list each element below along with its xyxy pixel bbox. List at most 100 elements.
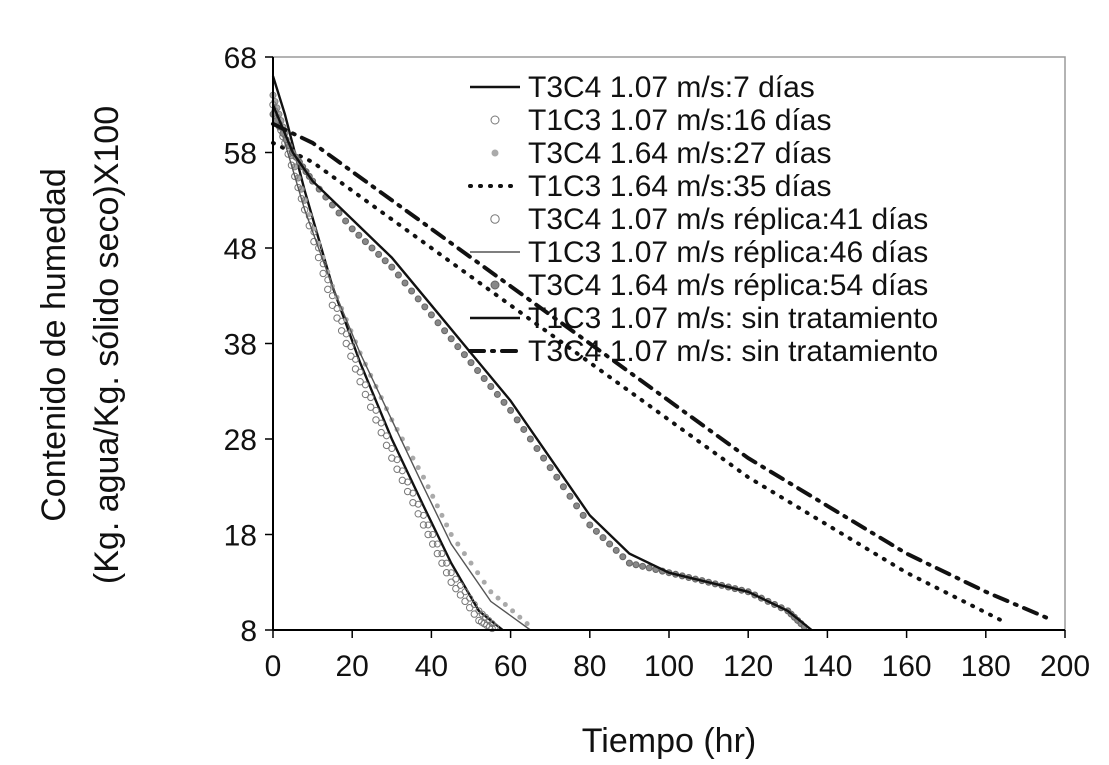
data-point bbox=[454, 343, 462, 351]
series-3 bbox=[270, 92, 530, 627]
data-point bbox=[419, 511, 427, 519]
data-point bbox=[474, 367, 482, 375]
data-point bbox=[398, 467, 406, 475]
data-point bbox=[421, 303, 429, 311]
data-point bbox=[475, 570, 481, 576]
data-point bbox=[425, 484, 431, 490]
x-tick-label: 140 bbox=[802, 650, 852, 683]
y-axis-title-line1: Contenido de humedad bbox=[35, 168, 73, 522]
data-point bbox=[520, 425, 528, 433]
x-axis-title: Tiempo (hr) bbox=[582, 722, 756, 760]
data-point bbox=[559, 483, 567, 491]
data-point bbox=[403, 487, 412, 496]
data-point bbox=[404, 478, 412, 486]
data-point bbox=[366, 403, 375, 411]
data-point bbox=[361, 390, 370, 399]
x-tick-label: 20 bbox=[336, 650, 369, 683]
legend-item: T3C4 1.64 m/s réplica:54 días bbox=[490, 269, 928, 302]
legend-swatch bbox=[490, 115, 500, 125]
legend-label: T3C4 1.64 m/s réplica:54 días bbox=[528, 269, 928, 302]
data-point bbox=[438, 559, 446, 567]
legend-item: T1C3 1.07 m/s: sin tratamiento bbox=[470, 302, 938, 335]
data-point bbox=[434, 319, 442, 327]
data-point bbox=[297, 194, 306, 203]
data-point bbox=[414, 295, 422, 303]
legend-item: T3C4 1.07 m/s réplica:41 días bbox=[490, 203, 928, 236]
data-point bbox=[356, 378, 364, 386]
data-point bbox=[533, 445, 541, 453]
data-point bbox=[502, 602, 508, 608]
y-tick-label: 8 bbox=[240, 615, 257, 648]
data-point bbox=[377, 428, 385, 437]
data-point bbox=[414, 500, 422, 508]
data-point bbox=[465, 604, 474, 612]
data-point bbox=[388, 445, 396, 453]
data-point bbox=[488, 624, 496, 633]
data-point bbox=[409, 498, 417, 507]
legend-swatch bbox=[491, 149, 499, 157]
data-point bbox=[468, 560, 474, 566]
legend-label: T3C4 1.07 m/s:7 días bbox=[528, 71, 815, 104]
legend-label: T3C4 1.07 m/s: sin tratamiento bbox=[528, 335, 938, 368]
data-point bbox=[495, 595, 501, 601]
series-5 bbox=[269, 101, 496, 633]
data-point bbox=[367, 394, 375, 402]
x-tick-label: 60 bbox=[494, 650, 527, 683]
data-point bbox=[480, 375, 488, 383]
data-point bbox=[573, 502, 581, 510]
data-point bbox=[377, 419, 385, 427]
data-point bbox=[429, 540, 437, 548]
data-point bbox=[335, 209, 343, 217]
data-point bbox=[382, 441, 391, 450]
y-axis-title-line2: (Kg. agua/Kg. sólido seco)X100 bbox=[88, 106, 126, 584]
data-point bbox=[410, 455, 416, 461]
data-point bbox=[393, 465, 401, 473]
data-point bbox=[517, 614, 523, 620]
data-point bbox=[439, 512, 445, 518]
data-point bbox=[586, 521, 594, 529]
data-point bbox=[455, 541, 461, 547]
data-point bbox=[481, 579, 487, 585]
y-tick-label: 18 bbox=[224, 520, 257, 553]
x-tick-label: 120 bbox=[723, 650, 773, 683]
data-point bbox=[625, 559, 633, 567]
data-point bbox=[348, 225, 356, 233]
data-point bbox=[442, 569, 451, 577]
data-point bbox=[430, 493, 436, 499]
data-point bbox=[429, 531, 437, 538]
data-point bbox=[294, 183, 302, 192]
data-point bbox=[361, 381, 369, 389]
y-tick-label: 38 bbox=[224, 329, 257, 362]
data-point bbox=[424, 521, 432, 529]
data-point bbox=[639, 562, 647, 570]
x-tick-label: 0 bbox=[265, 650, 282, 683]
legend-item: T3C4 1.64 m/s:27 días bbox=[491, 137, 832, 170]
data-point bbox=[592, 527, 600, 535]
data-point bbox=[287, 161, 296, 169]
data-point bbox=[424, 530, 432, 539]
data-point bbox=[447, 569, 455, 577]
data-point bbox=[460, 351, 468, 359]
data-point bbox=[452, 584, 460, 593]
legend-swatch bbox=[490, 214, 500, 224]
legend-label: T3C4 1.64 m/s:27 días bbox=[528, 137, 832, 170]
data-point bbox=[444, 522, 450, 528]
data-point bbox=[427, 311, 435, 319]
data-point bbox=[351, 365, 360, 373]
data-point bbox=[328, 201, 336, 209]
data-point bbox=[546, 464, 554, 472]
data-point bbox=[394, 271, 402, 279]
data-point bbox=[524, 621, 530, 627]
legend-item: T1C3 1.07 m/s:16 días bbox=[490, 104, 832, 137]
series-line bbox=[272, 104, 531, 631]
data-point bbox=[510, 608, 516, 614]
data-point bbox=[414, 510, 422, 518]
data-point bbox=[415, 465, 421, 471]
data-point bbox=[408, 287, 416, 295]
data-point bbox=[456, 591, 465, 599]
legend-swatch bbox=[490, 280, 500, 290]
x-tick-label: 100 bbox=[644, 650, 694, 683]
data-point bbox=[337, 327, 346, 335]
